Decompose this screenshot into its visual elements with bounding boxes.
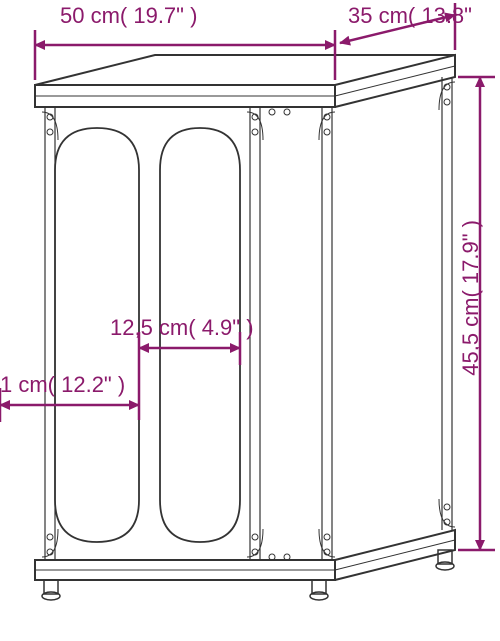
dim-opening-label: 12,5 cm( 4.9" ) bbox=[110, 315, 254, 341]
dim-width-label: 50 cm( 19.7" ) bbox=[60, 3, 197, 29]
dim-left-label: 1 cm( 12.2" ) bbox=[0, 372, 125, 398]
dim-height-label: 45,5 cm( 17.9" ) bbox=[458, 220, 484, 376]
dim-depth-label: 35 cm( 13.8" bbox=[348, 3, 472, 29]
